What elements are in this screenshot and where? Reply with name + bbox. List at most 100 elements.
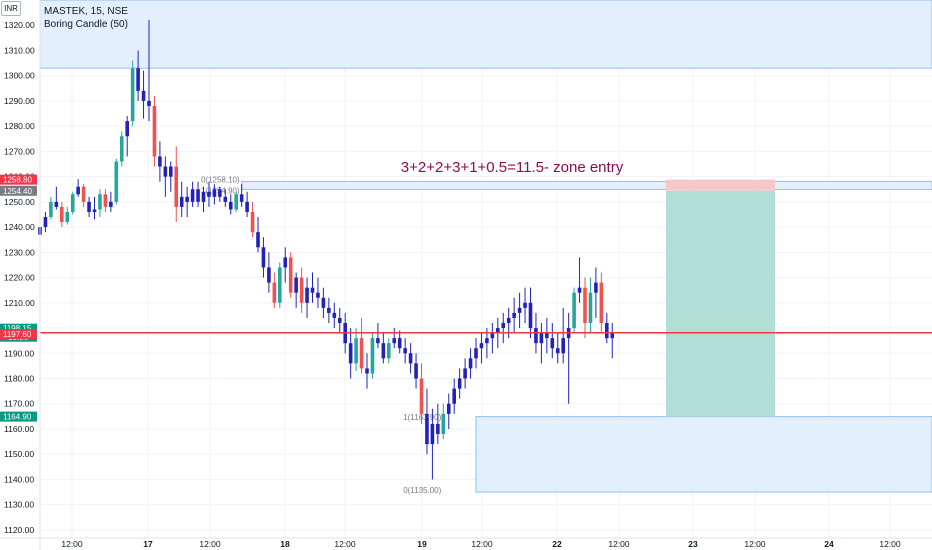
candle-body[interactable]: [534, 328, 538, 344]
candle-body[interactable]: [414, 363, 418, 379]
candle-body[interactable]: [158, 156, 162, 167]
candle-body[interactable]: [179, 196, 184, 207]
supply-demand-zone[interactable]: [39, 0, 932, 69]
candle-body[interactable]: [512, 312, 516, 318]
candle-body[interactable]: [446, 403, 451, 414]
candle-body[interactable]: [599, 282, 604, 323]
candle-body[interactable]: [506, 317, 511, 323]
candle-body[interactable]: [207, 191, 211, 197]
candle-body[interactable]: [348, 343, 353, 364]
symbol-title[interactable]: MASTEK, 15, NSE: [44, 6, 128, 17]
candle-body[interactable]: [441, 413, 446, 435]
candle-body[interactable]: [256, 232, 260, 248]
candle-body[interactable]: [588, 292, 593, 323]
candle-body[interactable]: [234, 194, 238, 210]
candle-body[interactable]: [283, 257, 288, 268]
candle-body[interactable]: [550, 338, 555, 349]
candle-body[interactable]: [452, 388, 456, 404]
candle-body[interactable]: [163, 166, 168, 177]
candle-body[interactable]: [310, 287, 315, 293]
candle-body[interactable]: [490, 333, 495, 339]
candle-body[interactable]: [425, 413, 429, 445]
candle-body[interactable]: [228, 201, 233, 210]
candle-body[interactable]: [267, 267, 271, 283]
candle-body[interactable]: [332, 312, 337, 318]
candle-body[interactable]: [201, 191, 206, 202]
indicator-label[interactable]: Boring Candle (50): [44, 19, 128, 30]
candle-body[interactable]: [114, 161, 119, 202]
position-stop-zone[interactable]: [666, 179, 775, 191]
candle-body[interactable]: [583, 287, 587, 323]
candle-body[interactable]: [387, 343, 391, 359]
candle-body[interactable]: [272, 282, 277, 303]
candle-body[interactable]: [468, 358, 473, 369]
candle-body[interactable]: [496, 328, 500, 334]
candle-body[interactable]: [354, 338, 358, 364]
candle-body[interactable]: [572, 292, 576, 329]
candle-body[interactable]: [169, 166, 173, 177]
candle-body[interactable]: [517, 307, 522, 313]
candle-body[interactable]: [594, 282, 598, 293]
candle-body[interactable]: [376, 338, 380, 344]
candle-body[interactable]: [87, 201, 91, 212]
candle-body[interactable]: [130, 68, 135, 122]
candle-body[interactable]: [539, 333, 544, 344]
candle-body[interactable]: [474, 348, 478, 359]
candle-body[interactable]: [43, 217, 48, 228]
candle-body[interactable]: [501, 322, 506, 329]
candle-body[interactable]: [81, 186, 86, 202]
candle-body[interactable]: [49, 201, 53, 218]
candle-body[interactable]: [436, 423, 440, 435]
candle-body[interactable]: [403, 348, 407, 354]
candle-body[interactable]: [392, 338, 397, 344]
candle-body[interactable]: [60, 206, 64, 223]
candle-body[interactable]: [196, 189, 200, 202]
candle-body[interactable]: [299, 277, 304, 303]
candle-body[interactable]: [463, 368, 467, 379]
candle-body[interactable]: [327, 307, 331, 313]
supply-demand-zone[interactable]: [241, 180, 932, 191]
candle-body[interactable]: [92, 209, 97, 212]
supply-demand-zone[interactable]: [475, 416, 932, 493]
candle-body[interactable]: [250, 211, 255, 233]
candle-body[interactable]: [528, 302, 533, 329]
candle-body[interactable]: [218, 189, 222, 197]
candle-body[interactable]: [109, 201, 113, 207]
candle-body[interactable]: [305, 287, 309, 303]
candle-body[interactable]: [223, 196, 228, 202]
currency-badge[interactable]: INR: [1, 1, 21, 16]
candle-body[interactable]: [174, 166, 179, 207]
candle-body[interactable]: [381, 343, 386, 359]
candle-body[interactable]: [316, 292, 320, 298]
candle-body[interactable]: [485, 338, 489, 344]
candle-body[interactable]: [457, 378, 462, 389]
candle-body[interactable]: [337, 317, 342, 323]
candle-body[interactable]: [288, 257, 293, 293]
candle-body[interactable]: [359, 338, 364, 369]
candle-body[interactable]: [479, 343, 484, 349]
position-target-zone[interactable]: [666, 190, 775, 417]
candle-body[interactable]: [419, 378, 424, 414]
candle-body[interactable]: [365, 368, 369, 374]
candle-body[interactable]: [261, 247, 266, 268]
candle-body[interactable]: [125, 121, 129, 137]
candle-body[interactable]: [397, 338, 402, 349]
candle-body[interactable]: [278, 267, 282, 303]
candle-body[interactable]: [65, 211, 70, 223]
candle-body[interactable]: [321, 297, 326, 308]
candle-body[interactable]: [430, 423, 435, 445]
candle-body[interactable]: [523, 302, 527, 308]
candle-body[interactable]: [245, 201, 249, 212]
candle-body[interactable]: [212, 189, 217, 197]
candle-body[interactable]: [70, 194, 75, 212]
candle-body[interactable]: [561, 338, 565, 354]
candle-body[interactable]: [76, 186, 80, 195]
candle-body[interactable]: [555, 348, 560, 354]
candle-body[interactable]: [294, 277, 298, 293]
candle-body[interactable]: [370, 338, 375, 374]
candle-body[interactable]: [103, 194, 108, 207]
candle-body[interactable]: [239, 194, 244, 202]
candle-body[interactable]: [119, 136, 124, 162]
candle-body[interactable]: [147, 100, 151, 106]
